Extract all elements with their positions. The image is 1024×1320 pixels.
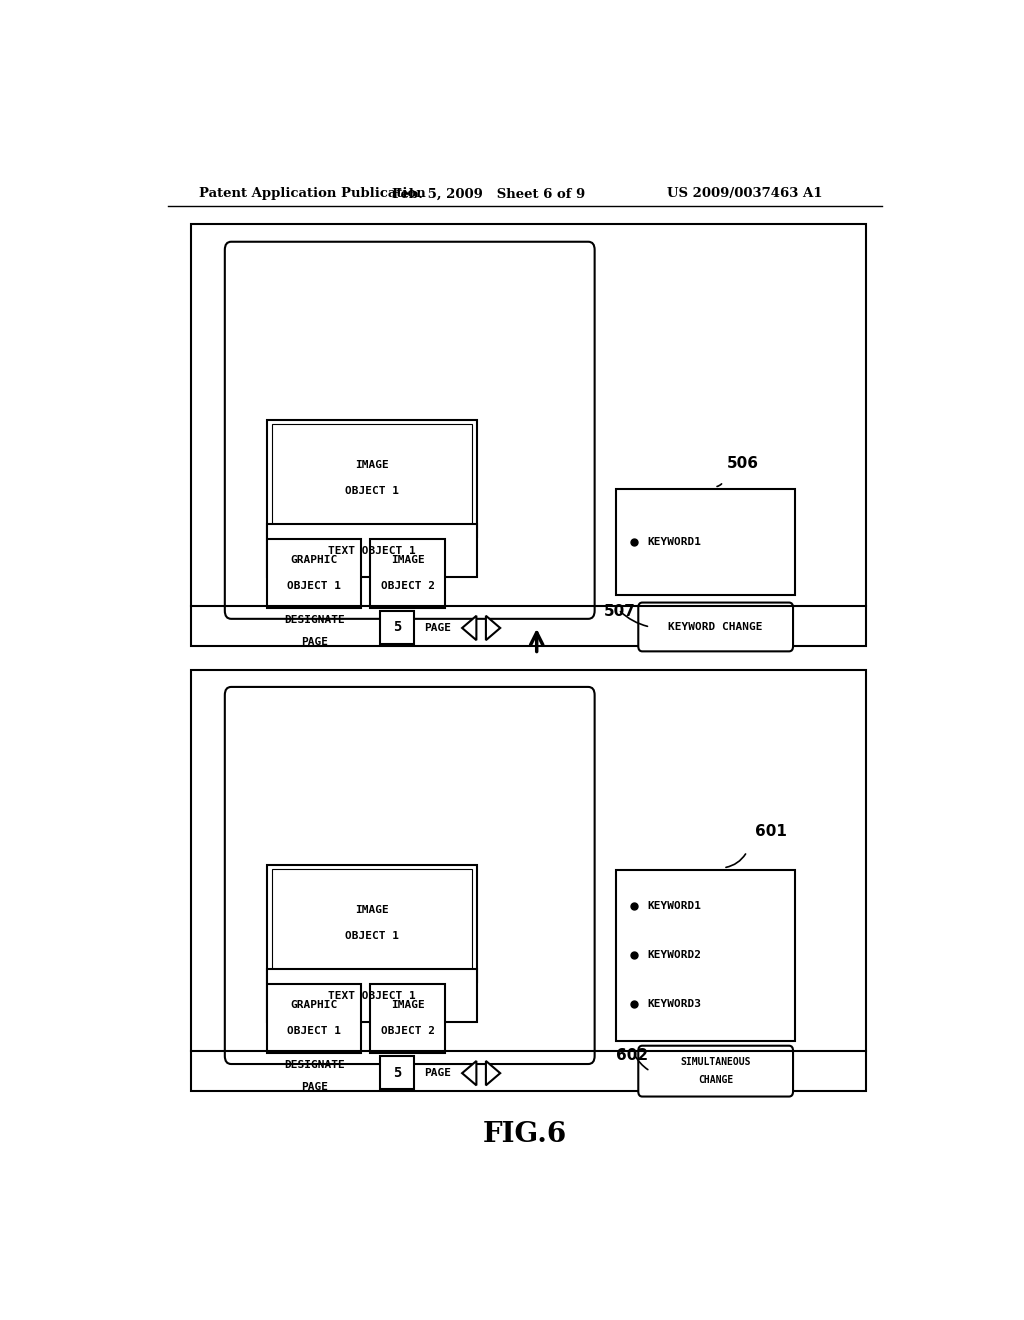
Text: KEYWORD1: KEYWORD1 (648, 902, 701, 912)
Text: IMAGE: IMAGE (391, 554, 425, 565)
Text: 602: 602 (616, 1048, 648, 1064)
Bar (370, 539, 445, 607)
Bar (191, 669, 866, 1092)
Bar (380, 1056, 414, 1089)
Bar (267, 420, 477, 536)
Text: 5: 5 (393, 1065, 401, 1080)
Bar (267, 969, 477, 1022)
Polygon shape (486, 615, 500, 640)
Text: CHANGE: CHANGE (698, 1076, 733, 1085)
Bar (616, 870, 795, 1040)
Text: GRAPHIC: GRAPHIC (290, 554, 337, 565)
Text: TEXT OBJECT 1: TEXT OBJECT 1 (328, 991, 416, 1001)
Text: SIMULTANEOUS: SIMULTANEOUS (680, 1057, 751, 1067)
Text: PAGE: PAGE (301, 1082, 328, 1093)
Text: FIG.6: FIG.6 (482, 1121, 567, 1147)
Text: 5: 5 (393, 620, 401, 635)
Bar (267, 524, 477, 577)
Text: OBJECT 1: OBJECT 1 (287, 581, 341, 591)
Text: DESIGNATE: DESIGNATE (284, 615, 345, 624)
Bar (616, 488, 795, 595)
Text: GRAPHIC: GRAPHIC (290, 1001, 337, 1010)
Text: Patent Application Publication: Patent Application Publication (200, 187, 426, 201)
Bar (272, 424, 472, 532)
Text: TEXT OBJECT 1: TEXT OBJECT 1 (328, 545, 416, 556)
FancyBboxPatch shape (638, 1045, 793, 1097)
Text: 506: 506 (727, 455, 759, 471)
Text: IMAGE: IMAGE (391, 1001, 425, 1010)
Bar (191, 224, 866, 647)
Text: 507: 507 (604, 605, 636, 619)
Text: IMAGE: IMAGE (355, 459, 389, 470)
Text: OBJECT 1: OBJECT 1 (287, 1027, 341, 1036)
Bar (380, 611, 414, 644)
Polygon shape (462, 615, 476, 640)
Polygon shape (462, 1061, 476, 1085)
Bar (267, 983, 360, 1053)
Text: 601: 601 (755, 824, 786, 838)
Bar (267, 865, 477, 982)
Text: OBJECT 2: OBJECT 2 (381, 581, 435, 591)
Text: PAGE: PAGE (301, 638, 328, 647)
FancyBboxPatch shape (225, 242, 595, 619)
Bar (370, 983, 445, 1053)
Text: OBJECT 1: OBJECT 1 (345, 932, 399, 941)
Text: OBJECT 2: OBJECT 2 (381, 1027, 435, 1036)
Text: Feb. 5, 2009   Sheet 6 of 9: Feb. 5, 2009 Sheet 6 of 9 (392, 187, 586, 201)
Text: KEYWORD3: KEYWORD3 (648, 999, 701, 1008)
Bar (272, 869, 472, 977)
Text: US 2009/0037463 A1: US 2009/0037463 A1 (667, 187, 822, 201)
Text: PAGE: PAGE (424, 623, 451, 634)
Text: KEYWORD1: KEYWORD1 (648, 537, 701, 546)
Text: KEYWORD CHANGE: KEYWORD CHANGE (669, 622, 763, 632)
Text: DESIGNATE: DESIGNATE (284, 1060, 345, 1071)
Bar (267, 539, 360, 607)
Text: KEYWORD2: KEYWORD2 (648, 950, 701, 960)
Text: OBJECT 1: OBJECT 1 (345, 486, 399, 496)
Polygon shape (486, 1061, 500, 1085)
Text: PAGE: PAGE (424, 1068, 451, 1078)
Text: IMAGE: IMAGE (355, 906, 389, 915)
FancyBboxPatch shape (225, 686, 595, 1064)
FancyBboxPatch shape (638, 602, 793, 651)
